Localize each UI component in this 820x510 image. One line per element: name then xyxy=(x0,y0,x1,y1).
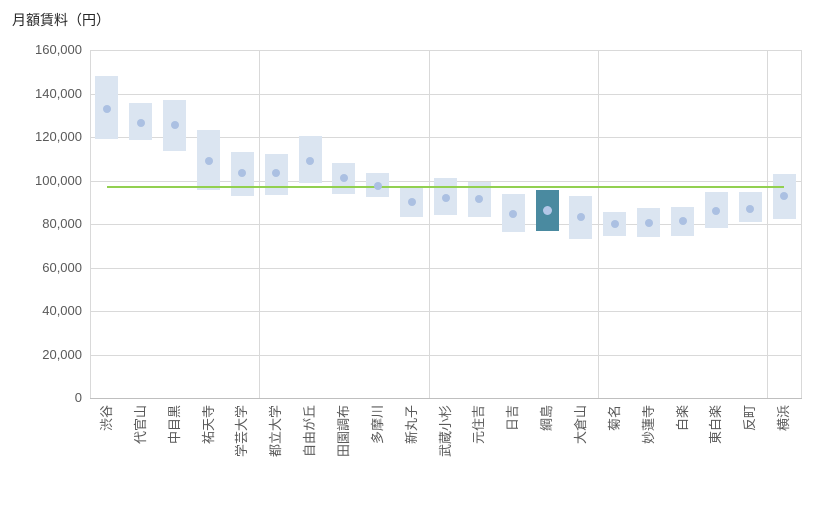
mean-dot xyxy=(712,206,721,215)
y-tick-label: 100,000 xyxy=(35,172,82,188)
x-category-label: 反町 xyxy=(742,405,758,432)
x-category-label: 日吉 xyxy=(505,405,521,432)
x-category-label: 多摩川 xyxy=(369,405,385,445)
v-gridline xyxy=(801,50,802,398)
v-gridline xyxy=(597,50,599,398)
mean-dot xyxy=(644,218,653,227)
h-gridline xyxy=(90,267,801,269)
x-axis-line xyxy=(90,398,802,399)
x-category-label: 新丸子 xyxy=(403,405,419,445)
mean-dot xyxy=(746,204,755,213)
h-gridline xyxy=(90,224,801,225)
v-gridline xyxy=(259,50,261,398)
x-category-label: 元住吉 xyxy=(471,405,487,445)
y-tick-label: 160,000 xyxy=(35,42,82,57)
y-axis-title: 月額賃料（円） xyxy=(12,12,110,28)
mean-dot xyxy=(475,194,484,203)
x-category-label: 都立大学 xyxy=(268,405,284,458)
y-tick-label: 20,000 xyxy=(42,346,82,362)
y-tick-label: 140,000 xyxy=(35,85,82,101)
x-category-label: 渋谷 xyxy=(98,405,114,432)
mean-dot xyxy=(136,118,145,127)
x-category-label: 学芸大学 xyxy=(234,405,250,458)
y-tick-label: 60,000 xyxy=(42,259,82,275)
x-category-label: 東白楽 xyxy=(708,405,724,445)
y-tick-label: 80,000 xyxy=(42,216,82,231)
x-category-label: 武蔵小杉 xyxy=(437,405,453,458)
v-gridline xyxy=(428,50,430,398)
mean-dot xyxy=(610,220,619,228)
mean-dot xyxy=(272,168,281,177)
x-category-label: 綱島 xyxy=(539,405,555,432)
mean-dot xyxy=(373,181,382,190)
mean-dot xyxy=(678,216,687,225)
mean-dot xyxy=(441,193,450,202)
h-gridline xyxy=(90,137,801,138)
y-tick-label: 40,000 xyxy=(42,303,82,318)
x-category-label: 大倉山 xyxy=(572,405,588,445)
x-category-label: 横浜 xyxy=(776,405,792,432)
x-category-label: 白楽 xyxy=(674,405,690,432)
x-category-label: 田園調布 xyxy=(335,405,351,458)
mean-dot xyxy=(102,104,111,113)
x-category-label: 妙蓮寺 xyxy=(640,405,656,445)
mean-dot xyxy=(306,156,315,165)
x-category-label: 中目黒 xyxy=(166,405,182,445)
v-gridline xyxy=(767,50,769,398)
y-tick-label: 0 xyxy=(74,390,82,405)
v-gridline xyxy=(90,50,91,398)
mean-dot xyxy=(780,191,789,200)
mean-dot xyxy=(407,198,416,207)
x-category-label: 祐天寺 xyxy=(200,405,216,445)
reference-line xyxy=(106,186,785,189)
mean-dot xyxy=(509,210,518,219)
mean-dot xyxy=(238,168,247,177)
mean-dot xyxy=(542,206,552,216)
h-gridline xyxy=(90,311,801,312)
h-gridline xyxy=(90,93,801,95)
mean-dot xyxy=(339,174,348,183)
h-gridline xyxy=(90,50,801,51)
x-category-label: 菊名 xyxy=(606,405,622,432)
mean-dot xyxy=(576,213,585,222)
x-category-label: 代官山 xyxy=(132,405,148,445)
h-gridline xyxy=(90,354,801,356)
mean-dot xyxy=(170,121,179,130)
mean-dot xyxy=(204,156,213,165)
x-category-label: 自由が丘 xyxy=(302,405,318,458)
y-tick-label: 120,000 xyxy=(35,129,82,144)
